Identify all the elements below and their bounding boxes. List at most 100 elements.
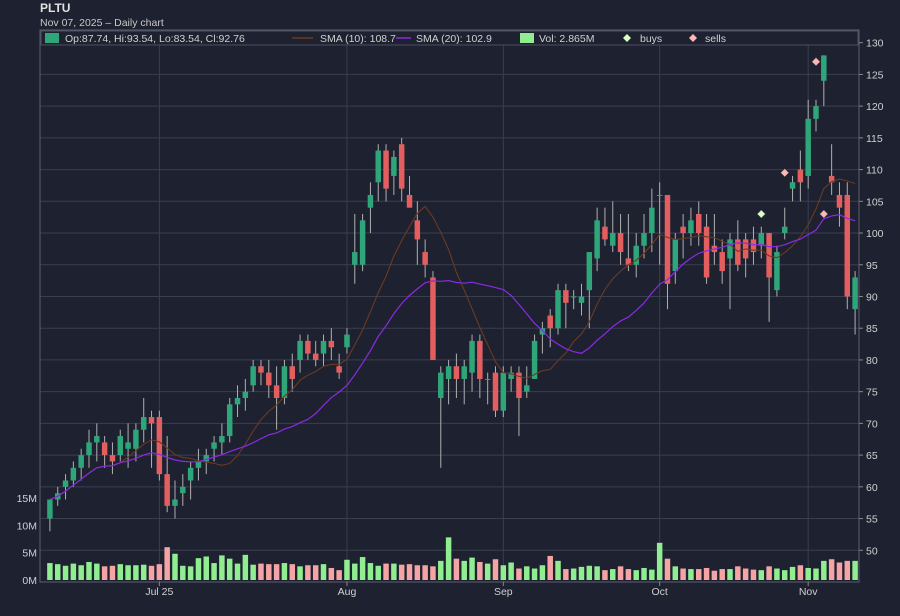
volume-bar bbox=[211, 563, 217, 580]
volume-bar bbox=[774, 568, 780, 580]
price-axis: 50 55 60 65 70 75 80 85 90 95 100 105 110 115 120 125 13… bbox=[859, 38, 884, 557]
candle-body bbox=[602, 226, 608, 240]
volume-bar bbox=[445, 537, 452, 580]
candle-body bbox=[797, 169, 804, 183]
candle-body bbox=[821, 55, 827, 81]
candle-body bbox=[508, 372, 514, 379]
candle-body bbox=[813, 106, 819, 119]
candle-body bbox=[461, 366, 467, 379]
candle-body bbox=[383, 150, 389, 189]
volume-bar bbox=[524, 566, 530, 580]
candle-body bbox=[352, 252, 358, 265]
candle-body bbox=[672, 239, 679, 272]
x-tick-label: Nov bbox=[799, 586, 818, 598]
volume-bar bbox=[617, 566, 624, 580]
candle-body bbox=[781, 226, 788, 234]
candle-body bbox=[305, 340, 311, 354]
y-tick-label: 70 bbox=[866, 418, 878, 430]
candle-body bbox=[117, 436, 124, 456]
candle-body bbox=[547, 315, 553, 329]
sma20-line bbox=[49, 213, 856, 501]
volume-bar bbox=[641, 567, 647, 580]
volume-bars bbox=[47, 537, 858, 580]
candle-body bbox=[406, 194, 413, 208]
volume-bar bbox=[500, 565, 507, 580]
candle-body bbox=[836, 194, 843, 208]
volume-bar bbox=[711, 570, 718, 580]
legend-sma10-text: SMA (10): 108.7 bbox=[320, 33, 396, 45]
candle-body bbox=[226, 404, 233, 437]
candle-body bbox=[172, 499, 178, 506]
candle-body bbox=[320, 340, 327, 354]
y-tick-label: 100 bbox=[866, 228, 884, 240]
candle-body bbox=[664, 194, 671, 284]
candle-body bbox=[414, 220, 421, 240]
legend-sma20-text: SMA (20): 102.9 bbox=[416, 33, 492, 45]
candle-body bbox=[789, 182, 796, 189]
volume-bar bbox=[226, 558, 233, 580]
y-tick-label: 110 bbox=[866, 165, 883, 177]
volume-bar bbox=[789, 566, 796, 580]
y-tick-label: 65 bbox=[866, 450, 878, 462]
candle-body bbox=[453, 366, 460, 379]
candle-body bbox=[500, 372, 507, 411]
legend-buys-text: buys bbox=[640, 33, 662, 45]
buy-marker bbox=[756, 209, 766, 219]
sell-marker bbox=[819, 209, 829, 219]
candle-body bbox=[86, 442, 92, 456]
y-tick-label: 95 bbox=[866, 260, 878, 272]
volume-bar bbox=[508, 562, 514, 580]
volume-bar bbox=[281, 563, 288, 580]
volume-bar bbox=[735, 566, 741, 580]
volume-bar bbox=[375, 565, 381, 580]
volume-bar bbox=[140, 564, 147, 580]
volume-bar bbox=[610, 569, 616, 580]
candle-body bbox=[195, 461, 202, 468]
candle-body bbox=[47, 499, 53, 519]
grid-lines bbox=[40, 30, 859, 582]
legend: Op:87.74, Hi:93.54, Lo:83.54, Cl:92.76 S… bbox=[40, 30, 859, 46]
volume-bar bbox=[234, 563, 241, 580]
candle-body bbox=[109, 455, 116, 462]
volume-tick-label: 15M bbox=[17, 493, 37, 505]
volume-bar bbox=[750, 569, 757, 580]
volume-bar bbox=[94, 563, 100, 580]
candle-body bbox=[805, 118, 811, 176]
candle-body bbox=[563, 290, 569, 303]
volume-bar bbox=[563, 569, 569, 580]
volume-bar bbox=[430, 566, 436, 580]
candle-body bbox=[696, 214, 702, 234]
legend-vol-text: Vol: 2.865M bbox=[539, 33, 594, 45]
y-tick-label: 105 bbox=[866, 196, 884, 208]
candle-body bbox=[477, 340, 483, 379]
volume-bar bbox=[656, 542, 663, 580]
candle-body bbox=[125, 442, 131, 449]
volume-bar bbox=[86, 561, 92, 580]
candle-body bbox=[516, 372, 522, 398]
candle-body bbox=[133, 429, 139, 449]
volume-bar bbox=[352, 563, 358, 580]
price-candles bbox=[47, 55, 858, 532]
volume-bar bbox=[289, 564, 295, 580]
y-tick-label: 85 bbox=[866, 323, 878, 335]
candle-body bbox=[375, 150, 381, 183]
volume-bar bbox=[852, 560, 858, 580]
candle-body bbox=[469, 340, 475, 373]
volume-bar bbox=[461, 560, 467, 580]
volume-bar bbox=[813, 568, 819, 580]
candle-body bbox=[774, 252, 780, 291]
volume-bar bbox=[148, 565, 155, 580]
volume-bar bbox=[101, 566, 108, 580]
volume-bar bbox=[742, 568, 749, 580]
candle-body bbox=[344, 334, 350, 348]
date-axis: Jul 25 Aug Sep Oct Nov bbox=[145, 582, 818, 598]
volume-bar bbox=[594, 566, 600, 580]
volume-bar bbox=[219, 555, 225, 580]
y-tick-label: 60 bbox=[866, 482, 878, 494]
candle-body bbox=[219, 436, 225, 443]
volume-bar bbox=[359, 557, 366, 580]
candle-body bbox=[656, 194, 663, 196]
volume-bar bbox=[703, 567, 710, 580]
candle-body bbox=[281, 366, 288, 398]
